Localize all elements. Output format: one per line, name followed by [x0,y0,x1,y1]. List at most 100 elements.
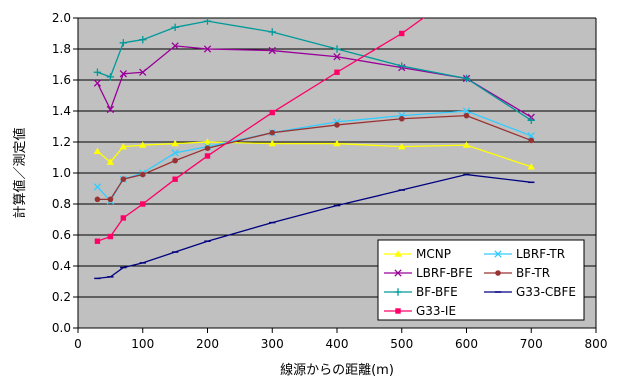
data-point [106,73,115,81]
data-point [94,196,101,203]
y-tick-label: 2.0 [52,11,71,25]
series-lbrf-bfe [93,42,535,121]
data-point [203,138,212,145]
data-point [204,153,211,159]
legend-marker [394,269,402,277]
legend-item: LBRF-BFE [384,266,473,280]
data-point [398,142,406,150]
y-tick-label: 1.2 [52,135,71,149]
data-point [398,115,405,122]
y-tick-label: 1.8 [52,42,71,56]
data-point [171,42,179,50]
y-tick-label: 1.4 [52,104,71,118]
x-tick-label: 200 [196,337,219,351]
data-point [528,137,535,144]
data-point [203,18,212,25]
series-g33-ie [94,18,425,244]
data-point [269,109,275,116]
y-tick-label: 0.2 [52,290,71,304]
series-bf-bfe [93,18,535,124]
legend-label: MCNP [416,247,451,261]
tick-labels: 0.0 0.2 0.4 0.6 0.8 1.0 1.2 1.4 1.6 1.8 2.0 0 100 200… [52,11,608,351]
x-tick-label: 700 [520,337,543,351]
legend-item: MCNP [384,247,451,261]
data-point [462,141,471,148]
series-mcnp [93,138,535,170]
data-point [171,23,179,31]
legend-label: BF-BFE [416,285,458,299]
data-point [106,158,115,165]
data-point [268,46,276,55]
legend-marker [394,250,402,257]
data-point [399,30,405,37]
legend-label: LBRF-BFE [416,266,473,280]
data-point [93,147,102,154]
data-point [204,145,211,151]
data-point [333,53,341,61]
data-point [527,132,535,140]
data-point [139,36,147,44]
y-tick-label: 0.4 [52,259,71,273]
y-tick-label: 1.6 [52,73,71,87]
x-axis-title: 線源からの距離(m) [280,362,394,378]
data-point [527,163,535,170]
legend-marker [494,250,502,258]
data-point [268,139,276,147]
data-point [106,105,115,114]
legend-marker [395,308,401,314]
legend-marker [394,288,402,296]
legend-marker [495,270,501,276]
data-point [172,157,178,164]
legend-label: BF-TR [516,266,550,280]
axes [73,17,597,333]
x-tick-label: 500 [390,337,413,351]
data-point [119,70,127,78]
series-g33-cbfe [94,173,535,280]
x-tick-label: 600 [455,337,478,351]
data-point [119,142,128,150]
data-point [119,39,128,47]
data-point [268,28,276,36]
data-point [463,112,470,119]
x-tick-label: 300 [261,337,284,351]
data-point [93,79,102,87]
series-line [97,18,425,242]
data-point [462,74,471,83]
legend-label: G33-CBFE [516,285,576,299]
data-point [398,62,406,70]
series-bf-tr [94,112,535,203]
data-point [333,139,341,147]
x-tick-label: 800 [585,337,608,351]
data-point [334,69,340,75]
x-tick-label: 0 [74,337,82,351]
y-tick-label: 0.0 [52,321,71,335]
data-point [107,233,114,240]
legend-item: G33-CBFE [484,285,576,299]
data-point [94,238,101,244]
data-point [139,141,147,148]
legend-label: G33-IE [416,304,456,318]
legend-item: G33-IE [384,304,456,318]
legend: MCNP LBRF-TR LBRF-BFE BF-TR BF-BFE G33-CBFE G3… [377,239,585,321]
data-point [172,176,178,182]
y-axis-title: 計算値／測定値 [12,127,28,218]
x-tick-label: 100 [131,337,154,351]
data-point [139,68,147,76]
data-point [140,201,146,207]
series-layer [93,18,535,280]
data-point [120,215,127,221]
legend-label: LBRF-TR [516,247,565,261]
data-point [333,45,341,53]
data-point [527,116,535,124]
legend-box [377,239,585,321]
legend-item: LBRF-TR [484,247,565,261]
x-tick-label: 400 [326,337,349,351]
legend-item: BF-BFE [384,285,458,299]
data-point [93,68,102,76]
data-point [269,129,276,136]
y-tick-label: 0.6 [52,228,71,242]
y-tick-label: 1.0 [52,166,71,180]
data-point [462,107,471,115]
